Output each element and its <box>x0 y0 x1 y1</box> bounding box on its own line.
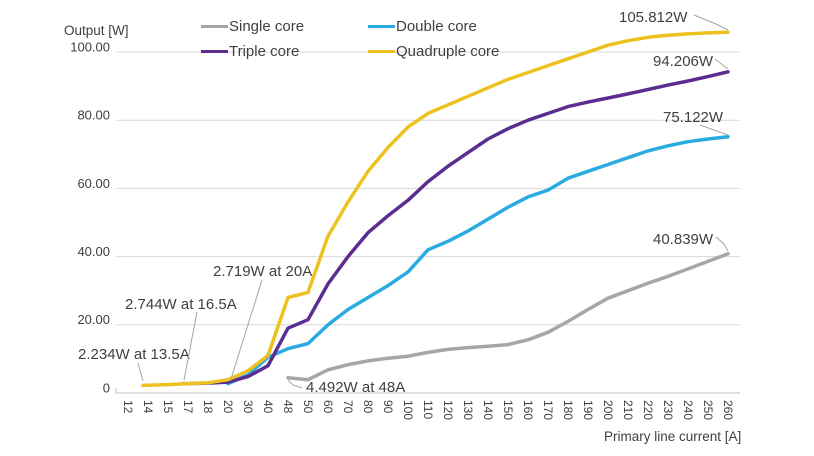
x-tick-label: 240 <box>681 400 695 420</box>
legend-label-single-core: Single core <box>229 17 305 35</box>
annotation-leader-2.719w-at-20a <box>230 279 263 380</box>
legend-line-swatch-double-core <box>368 24 395 28</box>
x-tick-label: 250 <box>701 400 715 420</box>
annotation-label-2.719w-at-20a: 2.719W at 20A <box>213 263 312 280</box>
legend-line-swatch-single-core <box>201 24 228 28</box>
legend-item-triple-core: Triple core <box>201 42 299 60</box>
legend-line-swatch-quadruple-core <box>368 49 395 53</box>
y-axis-title: Output [W] <box>64 23 129 38</box>
x-tick-label: 130 <box>461 400 475 420</box>
x-tick-label: 80 <box>361 400 375 414</box>
x-tick-label: 200 <box>601 400 615 420</box>
legend-item-quadruple-core: Quadruple core <box>368 42 499 60</box>
y-tick-label: 20.00 <box>77 312 110 327</box>
legend-item-single-core: Single core <box>201 17 304 35</box>
annotation-label-2.234w-at-13.5a: 2.234W at 13.5A <box>78 346 190 363</box>
x-tick-label: 48 <box>281 400 295 414</box>
x-tick-label: 40 <box>261 400 275 414</box>
annotation-label-2.744w-at-16.5a: 2.744W at 16.5A <box>125 296 237 313</box>
x-tick-label: 12 <box>121 400 135 414</box>
series-line-quadruple-core <box>141 30 730 388</box>
x-tick-label: 17 <box>181 400 195 414</box>
x-tick-label: 18 <box>201 400 215 414</box>
legend-label-triple-core: Triple core <box>229 42 300 60</box>
annotation-label-105.812w: 105.812W <box>619 9 688 26</box>
annotation-label-4.492w-at-48a: 4.492W at 48A <box>306 379 405 396</box>
y-tick-label: 80.00 <box>77 108 110 123</box>
x-tick-label: 90 <box>381 400 395 414</box>
annotation-label-75.122w: 75.122W <box>663 109 724 126</box>
x-tick-label: 14 <box>141 400 155 414</box>
x-tick-label: 70 <box>341 400 355 414</box>
y-tick-label: 0 <box>103 380 110 395</box>
annotation-leader-4.492w-at-48a <box>287 379 303 389</box>
x-tick-label: 190 <box>581 400 595 420</box>
y-tick-label: 40.00 <box>77 244 110 259</box>
x-tick-label: 140 <box>481 400 495 420</box>
x-tick-label: 50 <box>301 400 315 414</box>
x-tick-label: 30 <box>241 400 255 414</box>
x-tick-label: 160 <box>521 400 535 420</box>
y-tick-label: 100.00 <box>70 39 110 54</box>
x-tick-label: 60 <box>321 400 335 414</box>
legend-item-double-core: Double core <box>368 17 477 35</box>
y-tick-label: 60.00 <box>77 176 110 191</box>
x-tick-label: 260 <box>721 400 735 420</box>
annotation-leader-2.744w-at-16.5a <box>183 311 198 381</box>
x-tick-label: 230 <box>661 400 675 420</box>
annotation-leader-94.206w <box>714 58 729 70</box>
x-tick-label: 150 <box>501 400 515 420</box>
legend-label-quadruple-core: Quadruple core <box>396 42 500 60</box>
series-line-single-core <box>286 251 730 382</box>
series-line-triple-core <box>181 70 730 386</box>
annotation-leader-75.122w <box>699 124 729 136</box>
x-tick-label: 20 <box>221 400 235 414</box>
x-axis-title: Primary line current [A] <box>604 429 742 444</box>
x-tick-label: 120 <box>441 400 455 420</box>
x-tick-label: 100 <box>401 400 415 420</box>
x-tick-label: 180 <box>561 400 575 420</box>
annotation-label-40.839w: 40.839W <box>653 231 714 248</box>
x-tick-label: 220 <box>641 400 655 420</box>
x-tick-label: 15 <box>161 400 175 414</box>
annotation-leader-105.812w <box>693 14 729 31</box>
series-line-double-core <box>226 135 730 386</box>
x-tick-label: 170 <box>541 400 555 420</box>
annotation-label-94.206w: 94.206W <box>653 53 714 70</box>
annotation-leader-2.234w-at-13.5a <box>137 362 144 382</box>
x-tick-label: 110 <box>421 400 435 419</box>
x-tick-label: 210 <box>621 400 635 420</box>
legend-label-double-core: Double core <box>396 17 477 35</box>
legend-line-swatch-triple-core <box>201 49 228 53</box>
annotation-leader-40.839w <box>715 236 729 252</box>
